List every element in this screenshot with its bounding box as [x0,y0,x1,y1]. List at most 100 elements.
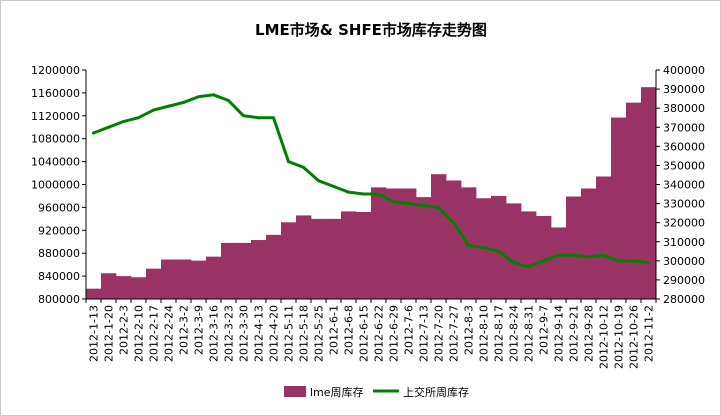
x-tick-label: 2012-4-20 [268,305,281,362]
bar-lme-2012-2-3 [116,276,132,299]
line-shfe-point-2012-6-22 [377,192,380,196]
bar-lme-2012-8-31 [521,211,537,299]
line-shfe-point-2012-5-18 [302,165,305,169]
line-shfe-point-2012-8-17 [497,249,500,253]
bar-lme-2012-6-8 [341,211,357,299]
y-left-tick-label: 1040000 [31,156,80,169]
y-left-tick-label: 1200000 [31,64,80,77]
line-shfe-point-2012-3-2 [182,100,185,104]
x-tick-label: 2012-8-10 [478,305,491,362]
x-tick-label: 2012-6-1 [328,305,341,355]
line-shfe-point-2012-5-11 [287,160,290,164]
line-shfe-point-2012-3-9 [197,95,200,99]
bar-lme-2012-4-20 [266,234,282,299]
legend-label-shfe: 上交所周库存 [403,385,469,399]
y-right-tick-label: 280000 [663,293,705,306]
line-shfe-point-2012-6-29 [392,200,395,204]
bar-lme-2012-8-24 [506,203,522,299]
line-shfe-point-2012-9-14 [557,253,560,257]
line-shfe-point-2012-6-1 [332,184,335,188]
x-tick-label: 2012-9-14 [553,305,566,362]
line-shfe-point-2012-9-21 [572,253,575,257]
y-left-tick-label: 1160000 [31,87,80,100]
bar-lme-2012-3-9 [191,260,207,299]
line-shfe-point-2012-3-30 [242,114,245,118]
line-shfe-point-2012-7-27 [452,221,455,225]
y-right-tick-label: 310000 [663,236,705,249]
y-right-tick-label: 370000 [663,121,705,134]
y-right-tick-label: 350000 [663,159,705,172]
bar-lme-2012-7-6 [401,188,417,299]
x-tick-label: 2012-10-26 [628,305,641,369]
bar-lme-2012-1-20 [101,273,117,299]
bar-lme-2012-9-28 [581,188,597,299]
bar-lme-2012-5-25 [311,218,327,299]
line-shfe-point-2012-3-23 [227,99,230,103]
line-shfe-point-2012-6-15 [362,192,365,196]
line-shfe-point-2012-10-19 [617,259,620,263]
line-shfe-point-2012-8-31 [527,265,530,269]
x-tick-label: 2012-1-13 [88,305,101,362]
legend-swatch-lme [284,386,306,397]
x-tick-label: 2012-2-24 [163,305,176,362]
x-tick-label: 2012-8-17 [493,305,506,362]
x-tick-label: 2012-8-31 [523,305,536,362]
line-shfe-point-2012-2-3 [122,120,125,124]
y-right-tick-label: 300000 [663,255,705,268]
x-tick-label: 2012-3-30 [238,305,251,362]
x-tick-label: 2012-7-20 [433,305,446,362]
line-shfe-point-2012-7-6 [407,202,410,206]
y-left-tick-label: 1000000 [31,179,80,192]
bar-lme-2012-2-10 [131,277,147,299]
x-tick-label: 2012-11-2 [643,305,656,362]
bar-lme-2012-7-13 [416,197,432,299]
x-tick-label: 2012-4-13 [253,305,266,362]
line-shfe-point-2012-10-12 [602,253,605,257]
x-tick-label: 2012-1-20 [103,305,116,362]
line-shfe-point-2012-4-20 [272,116,275,120]
y-right-tick-label: 330000 [663,198,705,211]
line-shfe-point-2012-2-24 [167,104,170,108]
x-tick-label: 2012-6-8 [343,305,356,355]
line-shfe-point-2012-8-10 [482,245,485,249]
x-tick-label: 2012-7-13 [418,305,431,362]
x-tick-label: 2012-3-23 [223,305,236,362]
x-tick-label: 2012-3-9 [193,305,206,355]
bar-lme-2012-3-16 [206,256,222,299]
bar-lme-2012-9-7 [536,215,552,299]
line-shfe-point-2012-11-2 [647,261,650,265]
chart-title: LME市场& SHFE市场库存走势图 [255,21,487,39]
bar-lme-2012-3-2 [176,259,192,299]
x-tick-label: 2012-9-21 [568,305,581,362]
y-left-tick-label: 1120000 [31,110,80,123]
x-tick-label: 2012-2-17 [148,305,161,362]
x-tick-label: 2012-2-10 [133,305,146,362]
bar-lme-2012-5-11 [281,222,297,299]
x-tick-label: 2012-10-19 [613,305,626,369]
bar-lme-2012-5-18 [296,215,312,299]
bar-lme-2012-7-20 [431,174,447,299]
x-tick-label: 2012-2-3 [118,305,131,355]
line-shfe-point-2012-2-10 [137,116,140,120]
line-shfe-series [92,93,650,269]
line-shfe-point-2012-9-7 [542,259,545,263]
x-tick-label: 2012-7-6 [403,305,416,355]
bar-lme-2012-8-17 [491,195,507,299]
y-left-tick-label: 880000 [38,247,80,260]
line-shfe-point-2012-4-13 [257,116,260,120]
x-tick-label: 2012-3-2 [178,305,191,355]
bar-lme-2012-10-19 [611,117,627,300]
bar-lme-2012-6-22 [371,187,387,299]
line-shfe-point-2012-1-13 [92,131,95,135]
bar-lme-2012-3-23 [221,242,237,299]
x-tick-label: 2012-5-18 [298,305,311,362]
line-shfe-point-2012-2-17 [152,108,155,112]
y-left-tick-label: 840000 [38,270,80,283]
bar-lme-2012-9-21 [566,196,582,299]
x-tick-label: 2012-5-11 [283,305,296,362]
x-tick-label: 2012-9-28 [583,305,596,362]
legend-label-lme: lme周库存 [310,385,364,399]
line-shfe-point-2012-9-28 [587,255,590,259]
